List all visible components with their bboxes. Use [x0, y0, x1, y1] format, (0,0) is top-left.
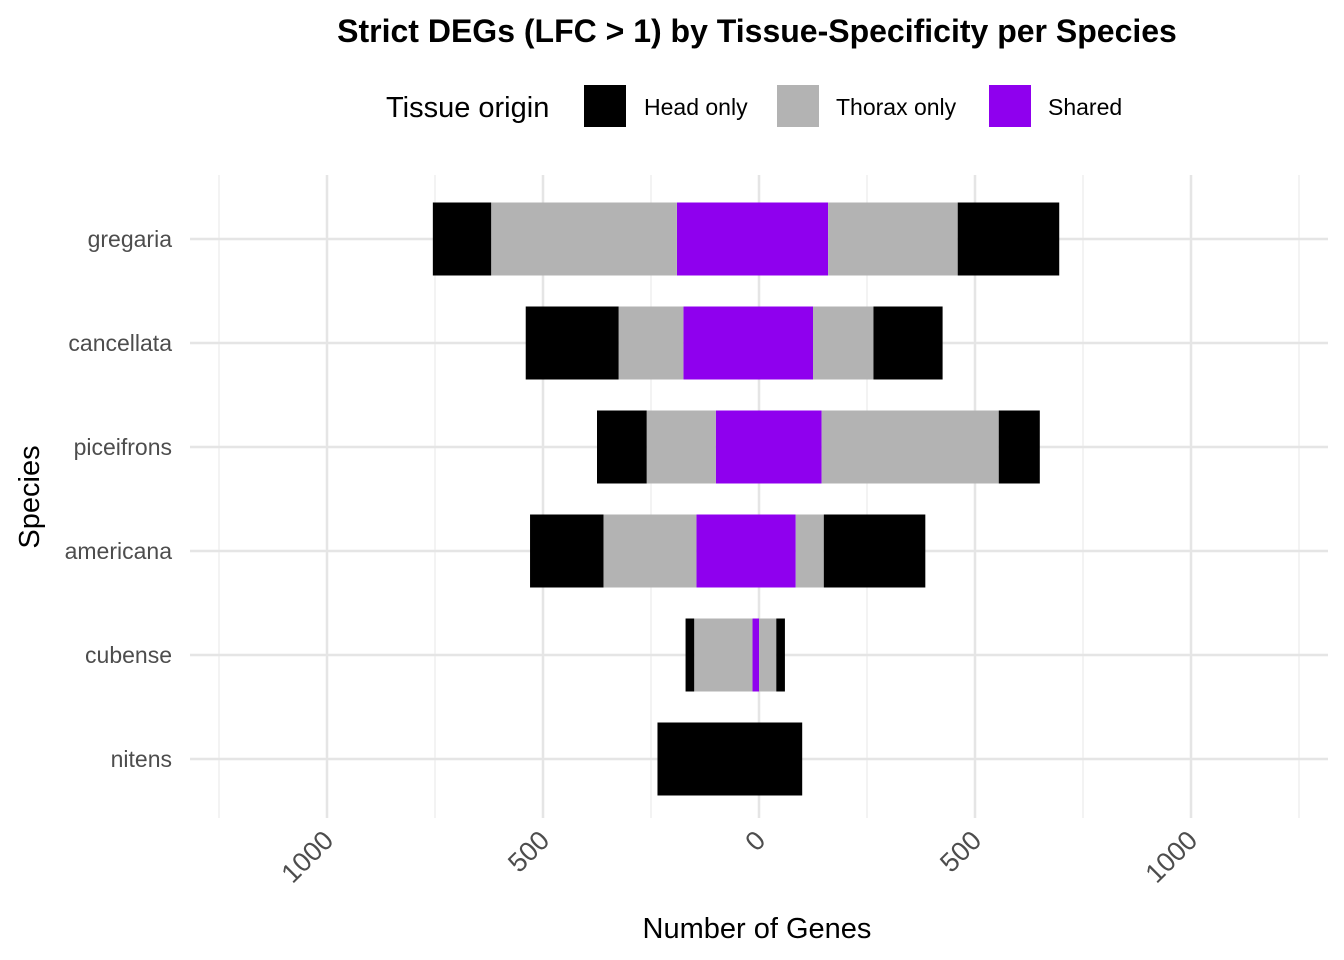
- y-tick-label: piceifrons: [74, 434, 172, 460]
- legend-title: Tissue origin: [386, 92, 549, 124]
- x-tick-labels: 1000 500 0 500 1000: [276, 825, 1204, 889]
- bar-gregaria-head-negative: [432, 202, 492, 276]
- x-tick-label: 500: [934, 825, 987, 878]
- bar-cubense-shared-negative: [752, 618, 759, 692]
- bar-cancellata-shared-negative: [683, 306, 759, 380]
- bar-piceifrons-shared-positive: [759, 410, 822, 484]
- bar-nitens-head-positive: [759, 722, 803, 796]
- bar-gregaria-thorax-positive: [828, 202, 958, 276]
- x-tick-label: 1000: [276, 825, 340, 889]
- bar-group-piceifrons: [597, 410, 1040, 484]
- y-tick-label: nitens: [111, 746, 172, 772]
- bar-group-americana: [530, 514, 926, 588]
- legend-swatch-thorax: [777, 85, 819, 127]
- bar-cubense-head-positive: [776, 618, 785, 692]
- bar-americana-shared-negative: [696, 514, 759, 588]
- legend-label-head: Head only: [644, 94, 748, 120]
- legend-swatch-shared: [989, 85, 1031, 127]
- x-axis-title: Number of Genes: [643, 913, 872, 945]
- bar-cancellata-head-positive: [873, 306, 943, 380]
- y-tick-labels: gregaria cancellata piceifrons americana cub…: [65, 226, 173, 772]
- bar-americana-thorax-negative: [603, 514, 697, 588]
- bar-group-gregaria: [432, 202, 1060, 276]
- bar-americana-thorax-positive: [795, 514, 824, 588]
- bar-nitens-head-negative: [657, 722, 759, 796]
- bar-americana-head-negative: [530, 514, 604, 588]
- legend-label-shared: Shared: [1048, 94, 1122, 120]
- y-tick-label: gregaria: [88, 226, 173, 252]
- y-tick-label: cancellata: [68, 330, 172, 356]
- chart-title: Strict DEGs (LFC > 1) by Tissue-Specific…: [337, 13, 1177, 49]
- bar-cubense-thorax-negative: [694, 618, 753, 692]
- legend-label-thorax: Thorax only: [836, 94, 957, 120]
- y-axis-title: Species: [14, 445, 46, 548]
- bar-americana-head-positive: [823, 514, 926, 588]
- x-tick-label: 0: [739, 825, 771, 857]
- bar-gregaria-head-positive: [957, 202, 1060, 276]
- bar-cancellata-thorax-negative: [618, 306, 684, 380]
- legend: Tissue origin Head only Thorax only Shared: [386, 85, 1122, 127]
- bar-group-cancellata: [525, 306, 943, 380]
- bar-gregaria-thorax-negative: [491, 202, 677, 276]
- bar-cancellata-shared-positive: [759, 306, 813, 380]
- bar-piceifrons-head-negative: [597, 410, 647, 484]
- bar-cancellata-thorax-positive: [813, 306, 874, 380]
- bar-cancellata-head-negative: [525, 306, 619, 380]
- bar-americana-shared-positive: [759, 514, 796, 588]
- legend-swatch-head: [584, 85, 626, 127]
- bar-gregaria-shared-negative: [676, 202, 759, 276]
- bar-piceifrons-head-positive: [998, 410, 1040, 484]
- bar-cubense-head-negative: [685, 618, 695, 692]
- y-tick-label: americana: [65, 538, 173, 564]
- bar-group-cubense: [685, 618, 785, 692]
- bar-gregaria-shared-positive: [759, 202, 829, 276]
- bar-cubense-thorax-positive: [759, 618, 777, 692]
- x-tick-label: 500: [502, 825, 555, 878]
- x-tick-label: 1000: [1140, 825, 1204, 889]
- bar-piceifrons-thorax-positive: [821, 410, 999, 484]
- bar-piceifrons-thorax-negative: [646, 410, 716, 484]
- bars: [432, 202, 1060, 796]
- y-tick-label: cubense: [85, 642, 172, 668]
- bar-group-nitens: [657, 722, 803, 796]
- bar-piceifrons-shared-negative: [715, 410, 759, 484]
